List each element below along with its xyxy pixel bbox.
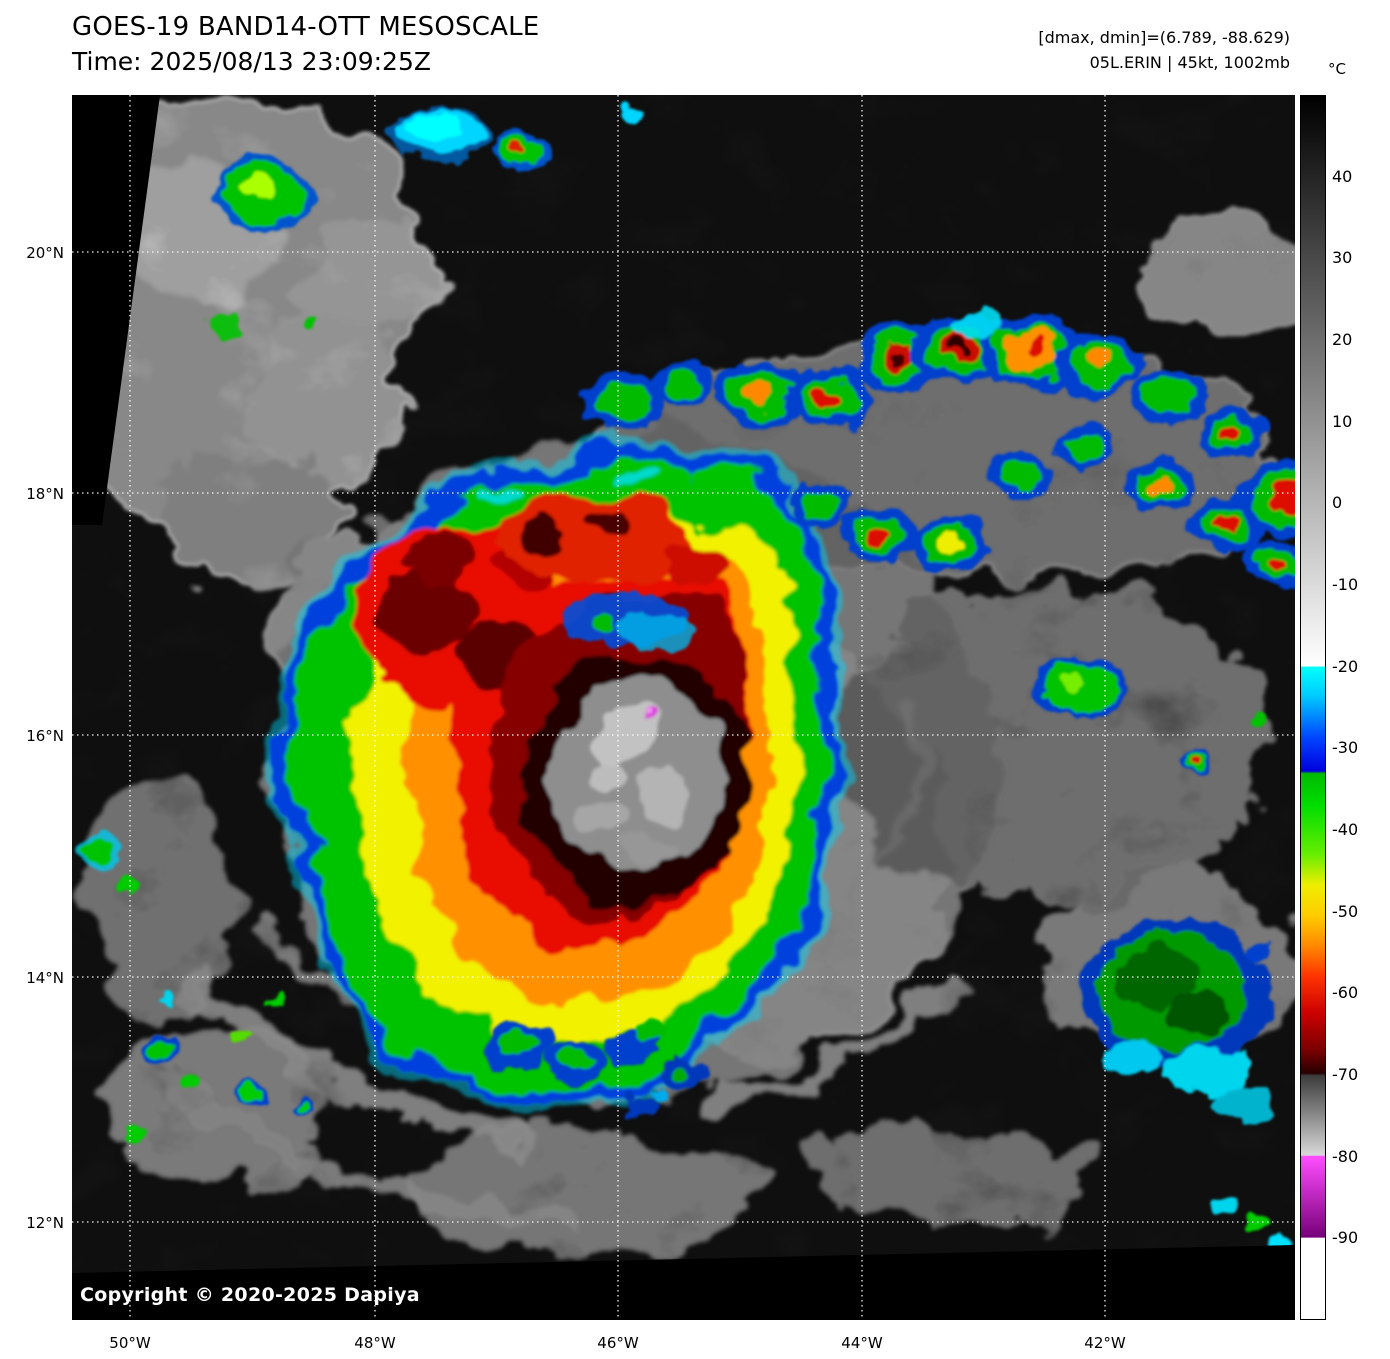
storm-info: 05L.ERIN | 45kt, 1002mb — [1089, 53, 1290, 72]
colorbar-tick-label: 0 — [1332, 493, 1343, 512]
colorbar-tick-label: -10 — [1332, 575, 1359, 594]
colorbar-tick-label: -30 — [1332, 738, 1359, 757]
copyright-notice: Copyright © 2020-2025 Dapiya — [80, 1284, 420, 1306]
colorbar-tick-label: -70 — [1332, 1065, 1359, 1084]
lat-label: 18°N — [26, 485, 64, 503]
colorbar-tick-label: 10 — [1332, 412, 1353, 431]
lon-label: 46°W — [597, 1334, 639, 1352]
lat-label: 20°N — [26, 244, 64, 262]
lon-label: 50°W — [109, 1334, 151, 1352]
lon-label: 48°W — [354, 1334, 396, 1352]
colorbar-tick-label: 30 — [1332, 248, 1353, 267]
colorbar-tick-label: -40 — [1332, 820, 1359, 839]
satellite-image — [72, 95, 1295, 1320]
colorbar-tick-label: 40 — [1332, 167, 1353, 186]
lat-label: 14°N — [26, 969, 64, 987]
satellite-map: Copyright © 2020-2025 Dapiya — [72, 95, 1295, 1320]
timestamp: Time: 2025/08/13 23:09:25Z — [72, 47, 431, 76]
colorbar-tick-label: -50 — [1332, 902, 1359, 921]
lat-label: 16°N — [26, 727, 64, 745]
colorbar-tick-label: -60 — [1332, 983, 1359, 1002]
lat-label: 12°N — [26, 1214, 64, 1232]
lon-label: 44°W — [841, 1334, 883, 1352]
colorbar-unit-label: °C — [1328, 60, 1346, 78]
colorbar — [1300, 95, 1326, 1320]
lon-label: 42°W — [1084, 1334, 1126, 1352]
colorbar-tick-label: -80 — [1332, 1147, 1359, 1166]
colorbar-tick-label: 20 — [1332, 330, 1353, 349]
colorbar-tick-label: -20 — [1332, 657, 1359, 676]
dmax-dmin-readout: [dmax, dmin]=(6.789, -88.629) — [1038, 28, 1290, 47]
colorbar-tick-label: -90 — [1332, 1228, 1359, 1247]
product-title: GOES-19 BAND14-OTT MESOSCALE — [72, 12, 540, 42]
